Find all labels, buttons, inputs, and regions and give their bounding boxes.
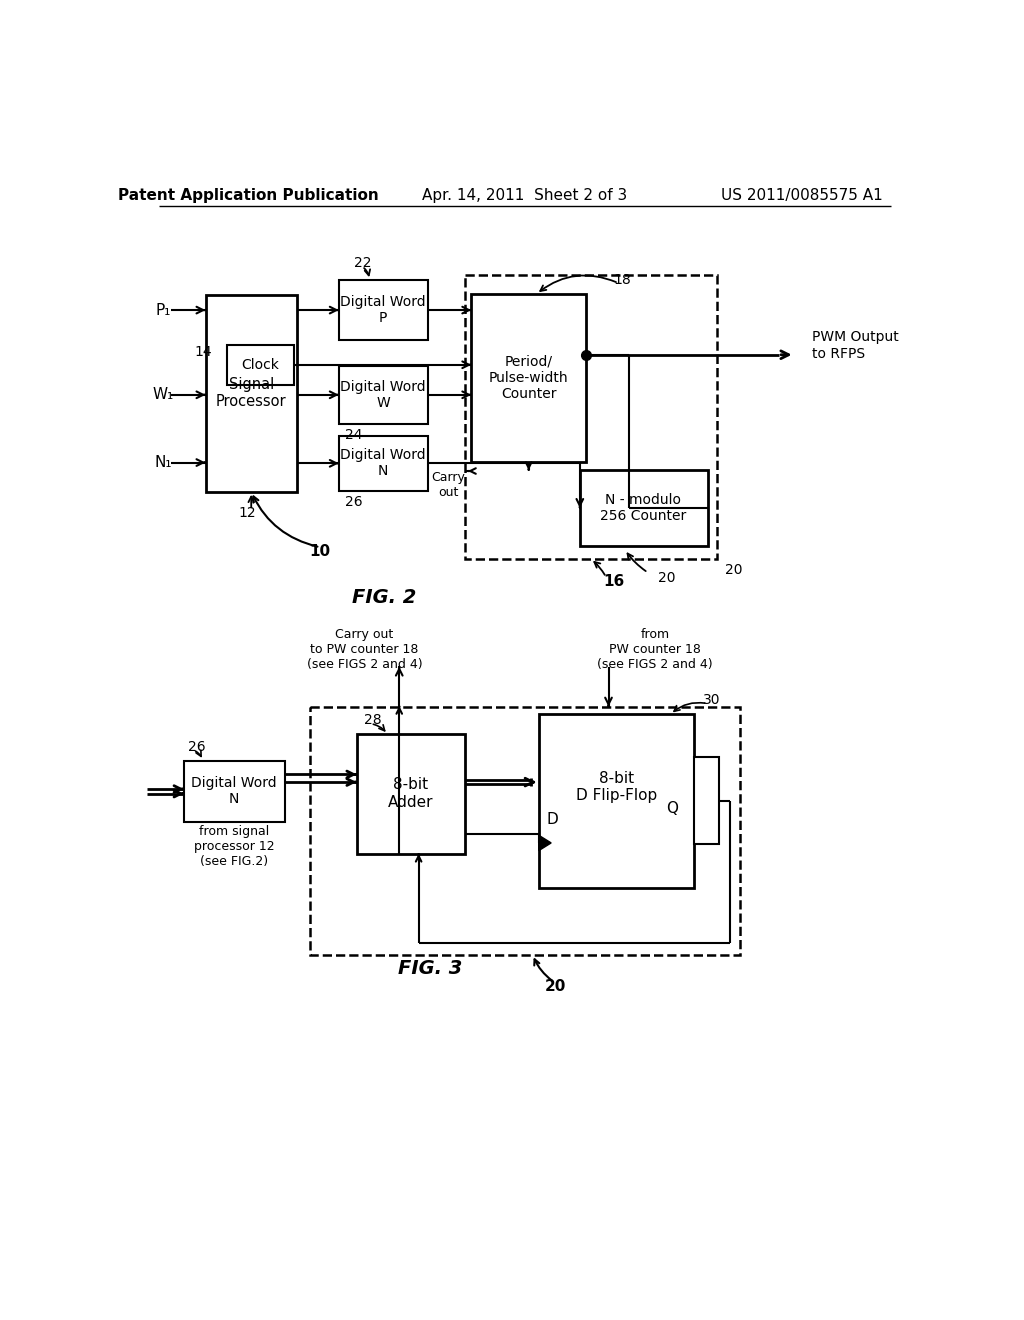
Bar <box>339 280 428 341</box>
Bar <box>310 706 740 954</box>
Text: 20: 20 <box>725 562 742 577</box>
Text: 24: 24 <box>345 428 362 442</box>
Text: FIG. 3: FIG. 3 <box>398 958 463 978</box>
Polygon shape <box>539 836 551 850</box>
Bar <box>465 276 717 558</box>
Text: FIG. 2: FIG. 2 <box>351 587 416 607</box>
Text: 30: 30 <box>703 693 721 708</box>
Text: 20: 20 <box>545 979 566 994</box>
Bar <box>227 345 294 385</box>
Text: Apr. 14, 2011  Sheet 2 of 3: Apr. 14, 2011 Sheet 2 of 3 <box>422 187 628 203</box>
Text: Clock: Clock <box>242 358 280 372</box>
Text: from signal
processor 12
(see FIG.2): from signal processor 12 (see FIG.2) <box>194 825 274 869</box>
Text: Carry out
to PW counter 18
(see FIGS 2 and 4): Carry out to PW counter 18 (see FIGS 2 a… <box>306 628 422 671</box>
Bar <box>539 714 693 887</box>
Text: 14: 14 <box>195 346 212 359</box>
Text: Digital Word
N: Digital Word N <box>191 776 276 807</box>
Text: 18: 18 <box>613 273 631 286</box>
Bar <box>183 760 285 822</box>
Text: 26: 26 <box>345 495 362 508</box>
Bar <box>580 470 708 545</box>
Text: 16: 16 <box>603 574 625 590</box>
Text: Q: Q <box>666 801 678 816</box>
Text: 22: 22 <box>354 256 372 271</box>
Text: Signal
Processor: Signal Processor <box>216 378 287 409</box>
Text: Period/
Pulse-width
Counter: Period/ Pulse-width Counter <box>488 355 568 401</box>
Text: Digital Word
P: Digital Word P <box>340 294 426 325</box>
Bar <box>356 734 465 854</box>
Text: N₁: N₁ <box>155 455 172 470</box>
Text: W₁: W₁ <box>153 387 173 403</box>
Text: Carry
out: Carry out <box>431 471 465 499</box>
Text: 10: 10 <box>309 544 331 558</box>
Bar <box>206 296 297 492</box>
Text: 28: 28 <box>365 714 382 727</box>
Text: 20: 20 <box>658 572 676 585</box>
Bar <box>339 436 428 491</box>
Text: from
PW counter 18
(see FIGS 2 and 4): from PW counter 18 (see FIGS 2 and 4) <box>597 628 713 671</box>
Text: P₁: P₁ <box>156 302 171 318</box>
Text: N - modulo
256 Counter: N - modulo 256 Counter <box>600 492 686 523</box>
Bar <box>339 367 428 424</box>
Text: PWM Output
to RFPS: PWM Output to RFPS <box>812 330 898 360</box>
Text: 8-bit
Adder: 8-bit Adder <box>388 777 433 810</box>
Text: US 2011/0085575 A1: US 2011/0085575 A1 <box>721 187 883 203</box>
Text: Patent Application Publication: Patent Application Publication <box>118 187 379 203</box>
Text: 26: 26 <box>187 739 205 754</box>
Text: D: D <box>547 812 558 828</box>
Text: 8-bit
D Flip-Flop: 8-bit D Flip-Flop <box>575 771 656 803</box>
Bar <box>471 294 586 462</box>
Text: 12: 12 <box>239 507 256 520</box>
Bar <box>693 758 719 843</box>
Text: Digital Word
W: Digital Word W <box>340 380 426 411</box>
Text: Digital Word
N: Digital Word N <box>340 449 426 478</box>
